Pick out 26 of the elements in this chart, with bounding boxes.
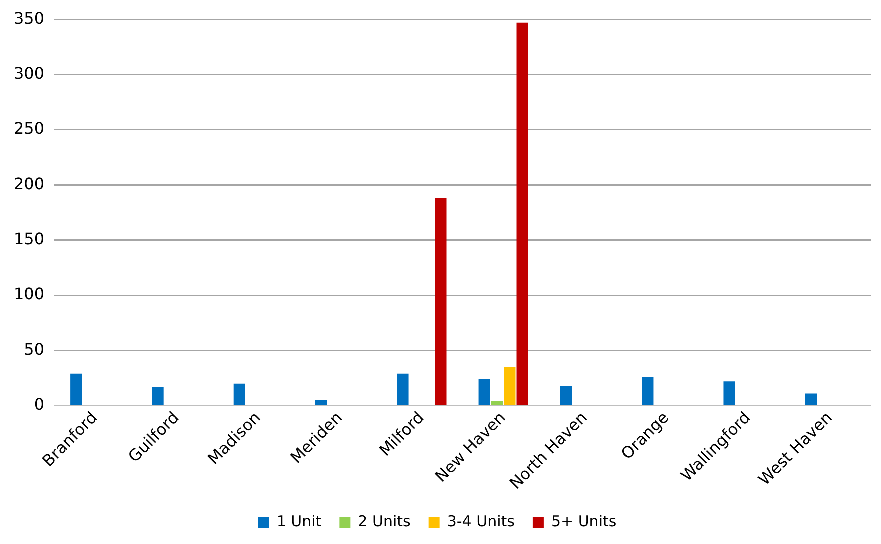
bar bbox=[435, 198, 447, 406]
bar bbox=[560, 386, 572, 406]
y-tick-label: 50 bbox=[24, 340, 45, 359]
bar bbox=[805, 394, 818, 406]
bar bbox=[152, 387, 164, 406]
bar bbox=[70, 374, 82, 406]
bar bbox=[516, 22, 528, 406]
bar bbox=[642, 377, 654, 406]
bar bbox=[315, 400, 328, 406]
bar bbox=[234, 384, 246, 406]
legend-label: 1 Unit bbox=[276, 512, 322, 530]
y-tick-label: 200 bbox=[14, 174, 45, 194]
bar bbox=[478, 379, 490, 406]
bar bbox=[504, 367, 516, 406]
bar bbox=[724, 382, 736, 406]
y-tick-label: 150 bbox=[14, 230, 45, 249]
legend-label: 2 Units bbox=[358, 512, 412, 530]
y-tick-label: 300 bbox=[14, 64, 45, 83]
legend-label: 3-4 Units bbox=[447, 512, 516, 530]
legend-label: 5+ Units bbox=[551, 512, 617, 530]
y-tick-label: 250 bbox=[14, 119, 45, 138]
bar bbox=[491, 402, 504, 406]
bar bbox=[397, 374, 409, 406]
y-tick-label: 350 bbox=[14, 8, 45, 28]
y-tick-label: 100 bbox=[14, 284, 45, 304]
y-tick-label: 0 bbox=[34, 395, 45, 414]
